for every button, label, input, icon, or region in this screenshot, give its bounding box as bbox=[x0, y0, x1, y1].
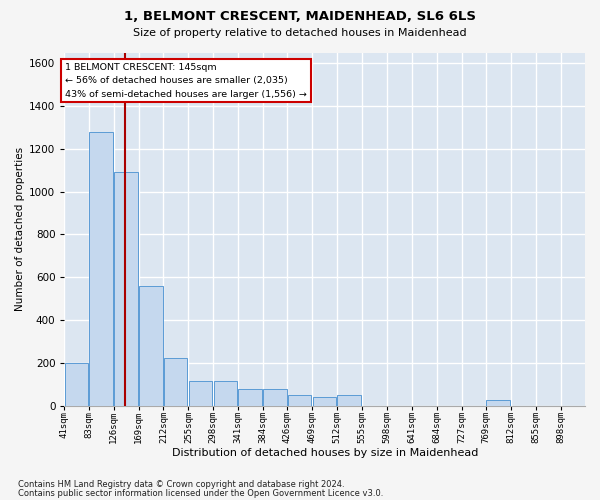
Bar bbox=[89, 132, 113, 406]
Bar bbox=[114, 172, 137, 406]
Bar bbox=[238, 390, 262, 406]
Bar bbox=[313, 398, 337, 406]
Y-axis label: Number of detached properties: Number of detached properties bbox=[15, 147, 25, 311]
Text: 1, BELMONT CRESCENT, MAIDENHEAD, SL6 6LS: 1, BELMONT CRESCENT, MAIDENHEAD, SL6 6LS bbox=[124, 10, 476, 23]
Text: 1 BELMONT CRESCENT: 145sqm
← 56% of detached houses are smaller (2,035)
43% of s: 1 BELMONT CRESCENT: 145sqm ← 56% of deta… bbox=[65, 63, 307, 98]
Bar bbox=[139, 286, 163, 406]
Bar bbox=[214, 381, 237, 406]
Text: Contains HM Land Registry data © Crown copyright and database right 2024.: Contains HM Land Registry data © Crown c… bbox=[18, 480, 344, 489]
Bar bbox=[188, 381, 212, 406]
Bar bbox=[65, 362, 88, 406]
Bar bbox=[287, 395, 311, 406]
Bar bbox=[486, 400, 510, 406]
Text: Size of property relative to detached houses in Maidenhead: Size of property relative to detached ho… bbox=[133, 28, 467, 38]
Bar bbox=[263, 390, 287, 406]
Bar bbox=[337, 395, 361, 406]
Text: Contains public sector information licensed under the Open Government Licence v3: Contains public sector information licen… bbox=[18, 489, 383, 498]
Bar bbox=[164, 358, 187, 406]
X-axis label: Distribution of detached houses by size in Maidenhead: Distribution of detached houses by size … bbox=[172, 448, 478, 458]
